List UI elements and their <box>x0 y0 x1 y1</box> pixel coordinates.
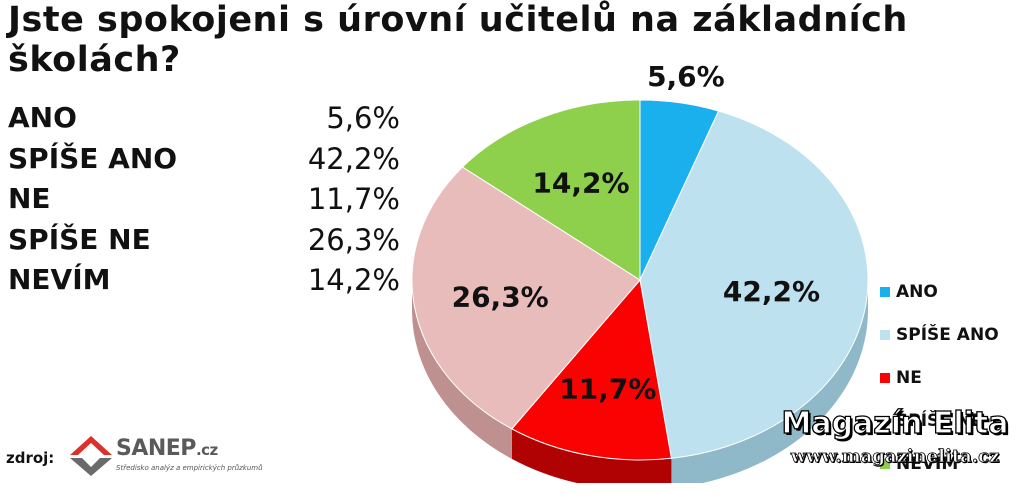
row-value: 26,3% <box>307 222 400 257</box>
table-row: SPÍŠE ANO 42,2% <box>8 139 400 180</box>
table-row: NE 11,7% <box>8 179 400 220</box>
row-value: 42,2% <box>307 141 400 176</box>
legend-swatch <box>880 330 890 340</box>
pie-data-label: 42,2% <box>723 275 820 308</box>
legend-label: NEVÍM <box>896 454 959 474</box>
pie-data-label: 11,7% <box>559 373 656 406</box>
pie-slice <box>411 166 641 430</box>
chart-title: Jste spokojeni s úrovní učitelů na zákla… <box>8 0 908 80</box>
watermark-brand: Magazín Elita <box>781 405 1009 441</box>
row-value: 11,7% <box>307 182 400 216</box>
row-label: ANO <box>8 101 77 134</box>
pie-data-label: 5,6% <box>647 60 725 93</box>
legend-swatch <box>880 287 890 297</box>
row-label: SPÍŠE ANO <box>8 141 178 175</box>
pie-slice-side <box>412 280 512 459</box>
watermark: Magazín Elita www.magazinelita.cz <box>770 403 1020 469</box>
legend-swatch <box>880 459 890 469</box>
pie-data-label: 14,2% <box>532 167 629 200</box>
table-row: NEVÍM 14,2% <box>8 260 400 301</box>
row-label: SPÍŠE NE <box>8 222 151 256</box>
pie-data-label: 26,3% <box>452 280 549 313</box>
watermark-url: www.magazinelita.cz <box>790 446 1000 468</box>
pie-slice <box>639 110 869 459</box>
pie-slice <box>461 99 641 281</box>
table-row: SPÍŠE NE 26,3% <box>8 220 400 261</box>
sanep-logo-icon <box>70 436 112 476</box>
logo-tagline: Středisko analýz a empirických průzkumů <box>116 464 263 472</box>
row-label: NEVÍM <box>8 263 111 296</box>
legend-swatch <box>880 373 890 383</box>
logo-name: SANEP.cz <box>116 436 218 461</box>
row-value: 5,6% <box>326 101 400 135</box>
legend-label: SPÍŠE NE <box>896 411 983 431</box>
row-label: NE <box>8 182 51 215</box>
table-row: ANO 5,6% <box>8 98 400 139</box>
sanep-logo: SANEP.cz Středisko analýz a empirických … <box>68 434 288 480</box>
source-label: zdroj: <box>6 449 55 467</box>
pie-chart: 5,6% 42,2% 11,7% 26,3% 14,2% <box>411 60 869 483</box>
legend-label: ANO <box>896 282 938 302</box>
row-value: 14,2% <box>307 263 400 297</box>
legend-swatch <box>880 416 890 426</box>
legend-label: NE <box>896 368 922 388</box>
pie-slice <box>511 278 673 461</box>
legend-label: SPÍŠE ANO <box>896 325 999 345</box>
results-table: ANO 5,6% SPÍŠE ANO 42,2% NE 11,7% SPÍŠE … <box>8 98 400 301</box>
